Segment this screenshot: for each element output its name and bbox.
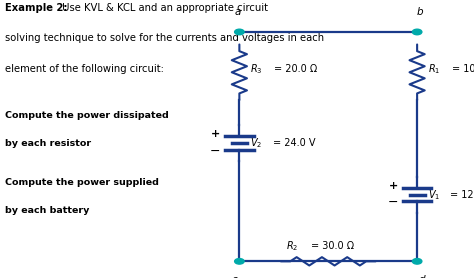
Text: $R_1$: $R_1$	[428, 63, 440, 76]
Text: = 10.0 Ω: = 10.0 Ω	[452, 64, 474, 75]
Text: $V_2$: $V_2$	[250, 136, 262, 150]
Text: Compute the power supplied: Compute the power supplied	[5, 178, 159, 187]
Text: = 12.0 V: = 12.0 V	[450, 190, 474, 200]
Text: Compute the power dissipated: Compute the power dissipated	[5, 111, 168, 120]
Text: = 20.0 Ω: = 20.0 Ω	[274, 64, 318, 75]
Circle shape	[412, 29, 422, 35]
Text: solving technique to solve for the currents and voltages in each: solving technique to solve for the curre…	[5, 33, 324, 43]
Text: $V_1$: $V_1$	[428, 188, 440, 202]
Circle shape	[412, 259, 422, 264]
Circle shape	[235, 259, 244, 264]
Text: c: c	[232, 275, 237, 278]
Text: by each resistor: by each resistor	[5, 139, 91, 148]
Text: a: a	[235, 7, 241, 17]
Text: Use KVL & KCL and an appropriate circuit: Use KVL & KCL and an appropriate circuit	[59, 3, 268, 13]
Circle shape	[235, 29, 244, 35]
Text: $R_2$: $R_2$	[285, 239, 298, 253]
Text: +: +	[211, 129, 220, 139]
Text: b: b	[416, 7, 423, 17]
Text: by each battery: by each battery	[5, 206, 89, 215]
Text: −: −	[388, 196, 398, 209]
Text: +: +	[389, 180, 398, 190]
Text: = 30.0 Ω: = 30.0 Ω	[311, 241, 354, 251]
Text: Example 2:: Example 2:	[5, 3, 67, 13]
Text: element of the following circuit:: element of the following circuit:	[5, 64, 164, 74]
Text: −: −	[210, 145, 220, 158]
Text: d: d	[419, 275, 425, 278]
Text: $R_3$: $R_3$	[250, 63, 262, 76]
Text: = 24.0 V: = 24.0 V	[273, 138, 315, 148]
